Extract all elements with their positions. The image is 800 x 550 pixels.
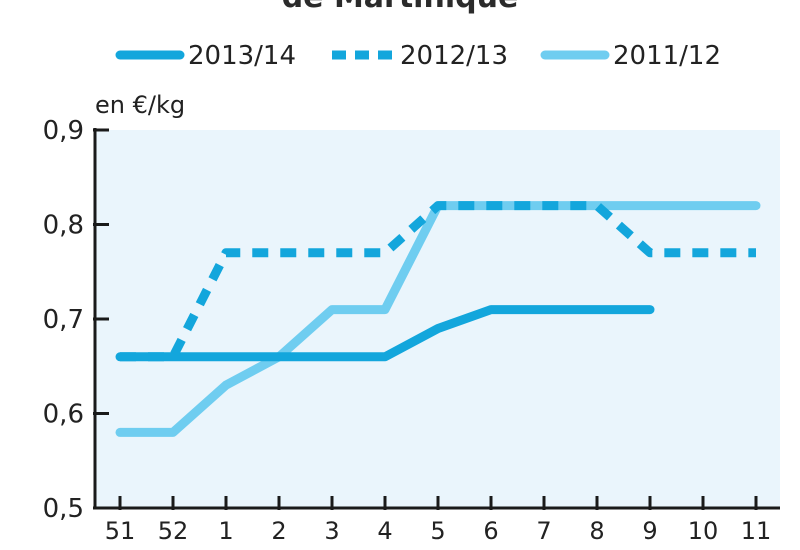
x-tick-label: 4	[377, 517, 392, 545]
series-line-2012-13	[120, 201, 756, 362]
x-tick-label: 52	[158, 517, 189, 545]
x-tick-label: 51	[105, 517, 136, 545]
y-tick-label: 0,8	[43, 211, 84, 241]
legend-label: 2012/13	[400, 41, 508, 71]
y-tick-label: 0,6	[43, 400, 84, 430]
x-tick-label: 7	[536, 517, 551, 545]
x-tick-label: 9	[642, 517, 657, 545]
y-axis-label: en €/kg	[95, 91, 185, 119]
x-tick-label: 3	[324, 517, 339, 545]
y-tick-label: 0,9	[43, 116, 84, 146]
y-tick-label: 0,5	[43, 494, 84, 524]
legend-label: 2013/14	[188, 41, 296, 71]
series-line-2013-14	[115, 305, 655, 362]
x-tick-label: 2	[271, 517, 286, 545]
legend-label: 2011/12	[613, 41, 721, 71]
plot-area	[95, 130, 780, 508]
y-tick-label: 0,7	[43, 305, 84, 335]
x-tick-label: 5	[430, 517, 445, 545]
x-tick-label: 11	[741, 517, 772, 545]
x-tick-label: 6	[483, 517, 498, 545]
x-tick-label: 10	[688, 517, 719, 545]
x-tick-label: 1	[218, 517, 233, 545]
x-tick-label: 8	[589, 517, 604, 545]
chart-title: de Martinique	[0, 0, 800, 15]
